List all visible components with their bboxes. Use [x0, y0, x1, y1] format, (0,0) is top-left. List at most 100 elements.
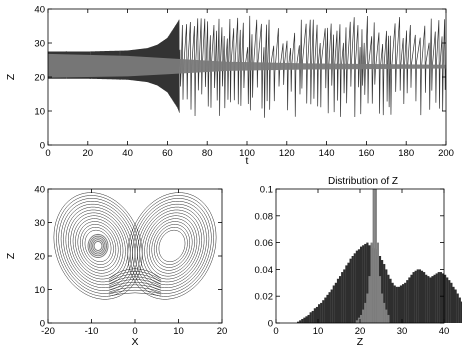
histogram-bar [406, 280, 409, 323]
histogram-bar [441, 273, 445, 323]
phase-orbit [127, 192, 217, 300]
y-tick-label: 0 [40, 141, 45, 152]
histogram-bar [307, 314, 310, 323]
x-tick-label: 30 [397, 326, 408, 337]
phase-crossing [108, 287, 162, 293]
y-tick-label: 10 [34, 107, 45, 118]
timeseries-panel: 0 20 40 60 80 100 120 140 160 180 200 0 10 20 30 40 t Z [5, 5, 454, 168]
y-tick-label: 0.1 [260, 185, 273, 196]
histogram-bar [332, 285, 335, 323]
phase-crossing [108, 281, 162, 289]
histogram-bar [297, 321, 300, 323]
x-tick-label: -10 [85, 326, 99, 337]
x-tick-label: 120 [279, 148, 295, 159]
phase-orbit [129, 195, 214, 297]
histogram-bar [299, 320, 302, 323]
phase-crossing [108, 268, 162, 279]
phase-crossing [108, 289, 162, 295]
phase-orbit [156, 227, 188, 265]
y-tick-label: 0 [268, 319, 273, 330]
histogram-bar [416, 269, 419, 323]
histogram-bar [320, 302, 323, 323]
x-tick-label: 40 [122, 148, 133, 159]
phase-inner-cycle [93, 240, 103, 251]
histogram-bar [383, 302, 386, 323]
histogram-ticks: 0 10 20 30 40 0 0.02 0.04 0.06 0.08 0.1 [255, 185, 450, 338]
phase-y-label: Z [5, 252, 17, 259]
phase-orbit [144, 212, 200, 280]
phase-ticks: -20 -10 0 10 20 0 10 20 30 40 [34, 185, 227, 338]
histogram-bar [353, 253, 356, 323]
histogram-bar [420, 270, 424, 323]
phase-orbit [151, 221, 193, 271]
histogram-bar [301, 318, 304, 323]
histogram-bar [389, 278, 392, 323]
phase-crossing [108, 276, 162, 285]
y-tick-label: 20 [34, 252, 45, 263]
histogram-bar [410, 274, 413, 323]
y-tick-label: 20 [34, 73, 45, 84]
histogram-bar [360, 314, 363, 323]
timeseries-band [48, 53, 446, 78]
x-tick-label: 20 [83, 148, 94, 159]
y-tick-label: 0.06 [255, 238, 274, 249]
histogram-bar [341, 272, 344, 323]
y-tick-label: 0 [40, 319, 45, 330]
histogram-bar [366, 293, 369, 323]
histogram-bar [372, 189, 375, 323]
phase-orbit [65, 206, 131, 286]
histogram-bar [458, 297, 461, 323]
phase-orbit [58, 198, 138, 294]
phase-orbit [53, 192, 143, 300]
histogram-bar [355, 320, 358, 323]
histogram-bar [456, 293, 459, 323]
y-tick-label: 0.04 [255, 265, 274, 276]
histogram-bar [427, 276, 430, 323]
phase-plot-area [53, 192, 217, 300]
phase-orbit [146, 215, 198, 277]
histogram-bar [397, 286, 400, 323]
phase-crossing [108, 271, 162, 281]
histogram-bar [381, 293, 384, 323]
phase-crossing [108, 284, 162, 291]
x-tick-label: 0 [45, 148, 50, 159]
phase-crossing [108, 279, 162, 287]
x-tick-label: 40 [439, 326, 450, 337]
histogram-bar [334, 282, 337, 323]
histogram-bar [328, 292, 331, 323]
histogram-bar [381, 260, 384, 323]
histogram-bar [385, 269, 388, 323]
histogram-bar [437, 272, 440, 323]
phase-panel: -20 -10 0 10 20 0 10 20 30 40 X Z [5, 185, 227, 348]
histogram-bar [343, 269, 346, 323]
x-tick-label: -20 [41, 326, 55, 337]
y-tick-label: 30 [34, 39, 45, 50]
histogram-bar [408, 277, 411, 323]
histogram-bar [347, 262, 350, 323]
histogram-bar [446, 277, 449, 323]
phase-orbit [56, 195, 141, 297]
phase-inner-cycle [90, 237, 106, 255]
histogram-bar [399, 285, 403, 323]
phase-orbit [149, 218, 195, 274]
histogram-bar [324, 297, 327, 323]
histogram-bar [303, 317, 306, 323]
histogram-bar [366, 242, 369, 323]
histogram-bar [339, 276, 342, 323]
phase-orbit [153, 224, 191, 268]
histogram-bar [318, 304, 321, 323]
y-tick-label: 40 [34, 5, 45, 16]
x-tick-label: 80 [202, 148, 213, 159]
histogram-bar [444, 274, 447, 323]
histogram-bar [402, 284, 405, 323]
histogram-bar [418, 269, 421, 323]
histogram-title: Distribution of Z [328, 176, 398, 187]
histogram-bar [362, 309, 365, 323]
x-tick-label: 0 [132, 326, 137, 337]
histogram-bar [370, 242, 373, 323]
phase-orbit [158, 229, 186, 262]
histogram-bar [414, 270, 417, 323]
histogram-bar [423, 272, 426, 323]
histogram-bar [448, 280, 451, 323]
histogram-bar [326, 294, 329, 323]
